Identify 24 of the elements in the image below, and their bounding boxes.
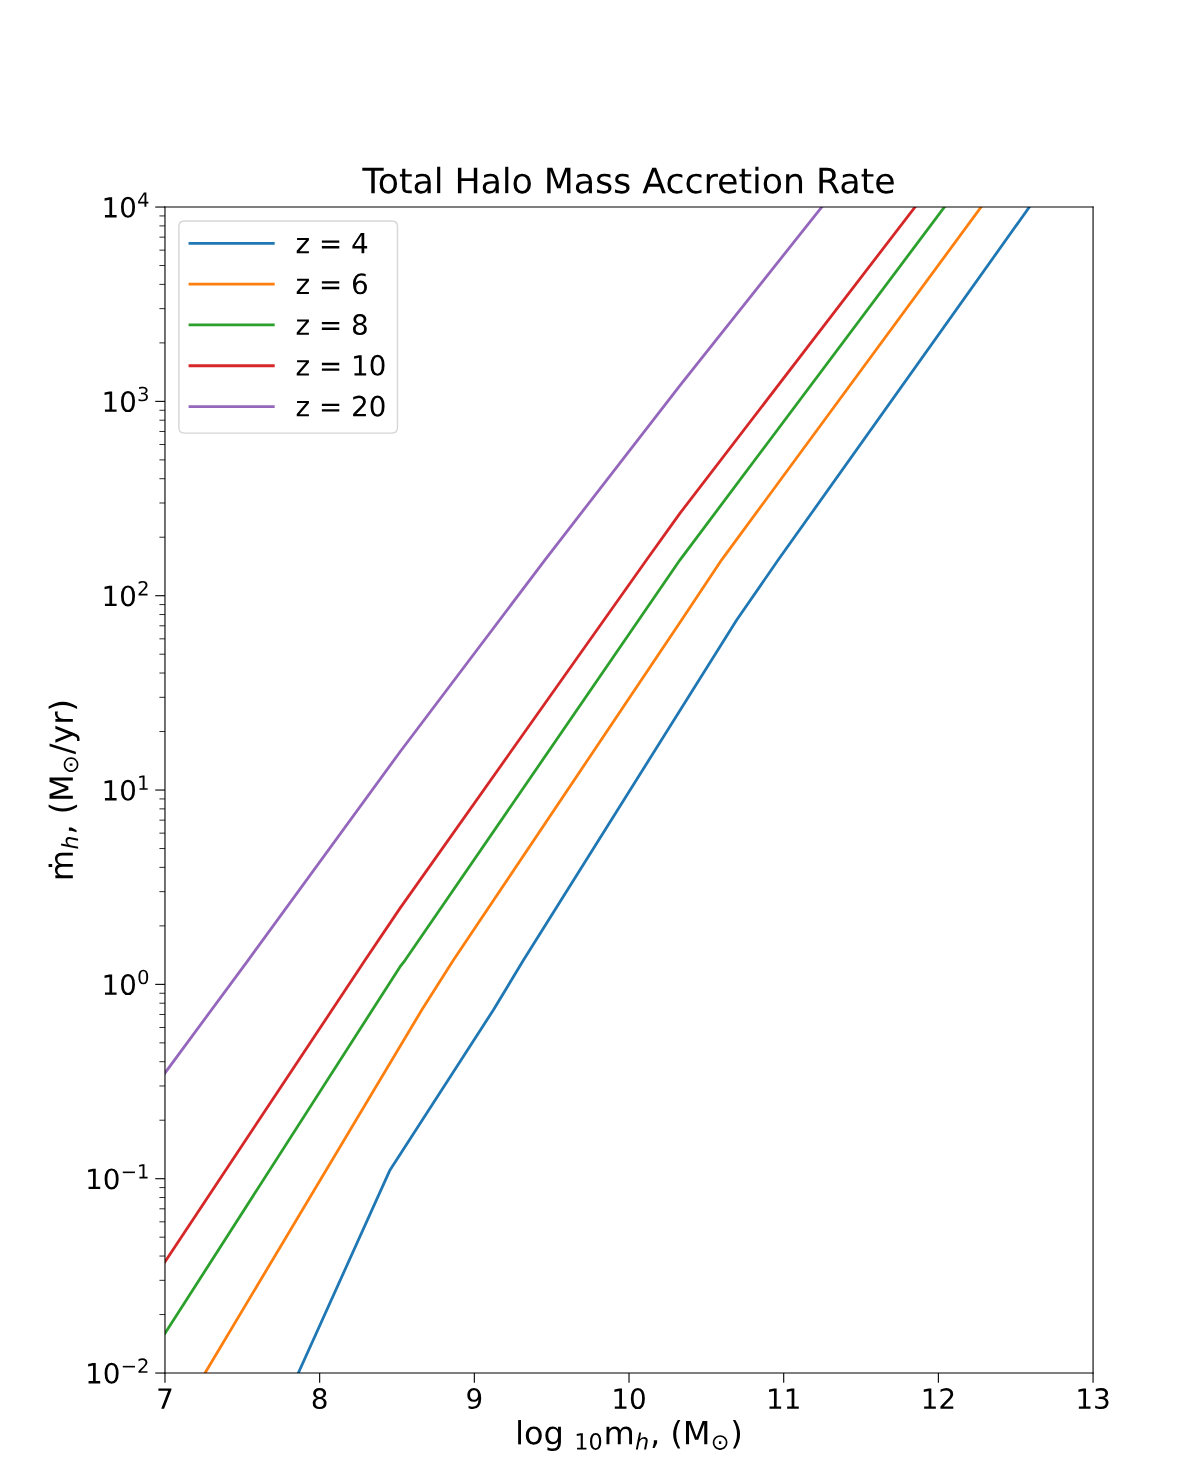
y-tick-label: 10$^{2}$: [104, 580, 148, 607]
y-tick-label: 10$^{4}$: [104, 192, 149, 218]
y-tick-label: 10$^{0}$: [104, 969, 149, 996]
x-tick-label: 8: [312, 1388, 327, 1410]
chart-title: Total Halo Mass Accretion Rate: [362, 166, 894, 194]
x-tick-label: 7: [158, 1388, 172, 1409]
x-tick-label: 12: [923, 1388, 954, 1409]
x-tick-label: 11: [769, 1388, 799, 1409]
legend-label: z = 20: [296, 395, 385, 417]
y-tick-label: 10$^{−1}$: [88, 1164, 148, 1190]
y-tick-label: 10$^{3}$: [104, 386, 148, 413]
x-tick-label: 10: [614, 1388, 645, 1410]
y-tick-label: 10$^{−2}$: [88, 1358, 148, 1384]
legend-label: z = 4: [296, 232, 368, 254]
line-series: [296, 207, 1031, 1374]
line-series: [164, 207, 824, 1075]
legend-label: z = 10: [296, 354, 385, 376]
legend-label: z = 8: [296, 314, 367, 336]
x-axis-title: log $_{10}$m$_{h}$, (M$_{⊙}$): [518, 1420, 741, 1451]
legend-label: z = 6: [296, 273, 367, 295]
x-tick-label: 9: [467, 1388, 482, 1410]
x-tick-label: 13: [1078, 1388, 1109, 1410]
y-tick-label: 10$^{1}$: [104, 775, 148, 801]
y-axis-title: ṁ$_{h}$, (M$_{⊙}$/yr): [48, 701, 80, 879]
